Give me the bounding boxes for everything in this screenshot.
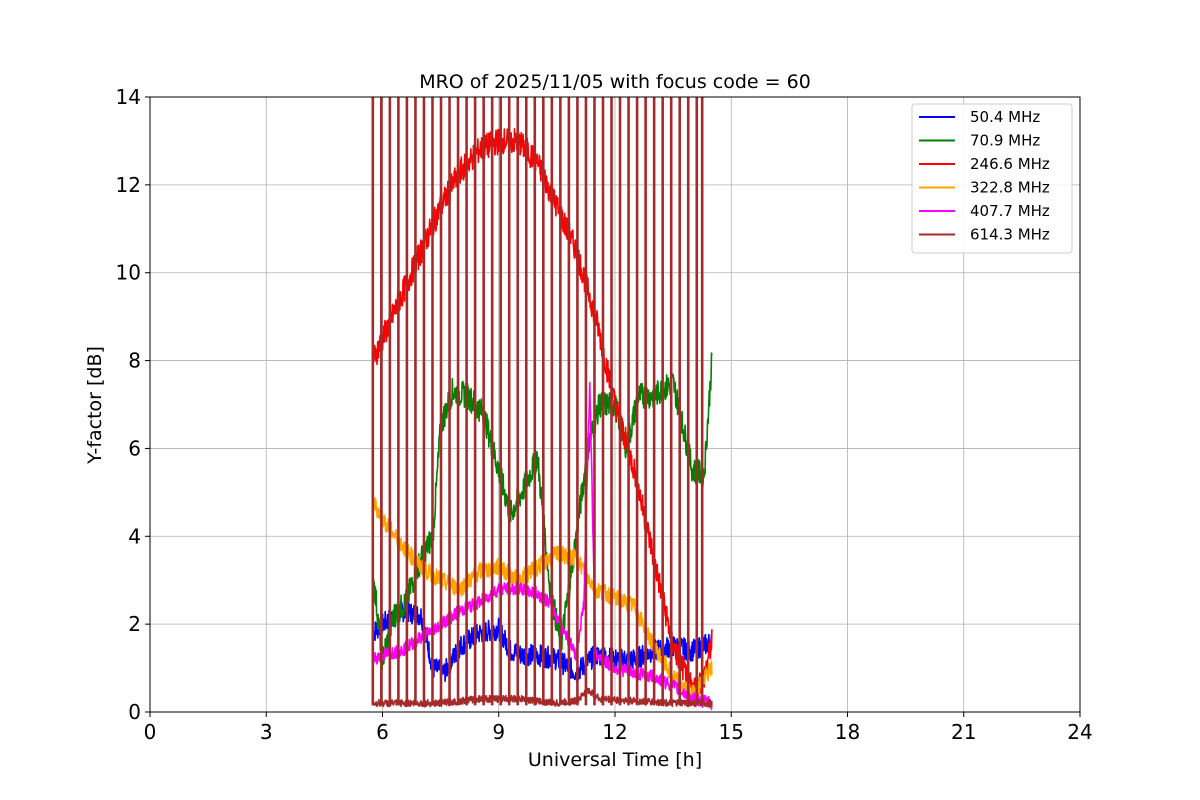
x-tick-label: 21 bbox=[951, 720, 976, 744]
series-layer bbox=[371, 97, 713, 711]
legend-label: 246.6 MHz bbox=[970, 155, 1050, 173]
y-tick-label: 8 bbox=[128, 349, 141, 373]
y-tick-label: 10 bbox=[116, 261, 141, 285]
legend-label: 407.7 MHz bbox=[970, 202, 1050, 220]
y-tick-label: 0 bbox=[128, 700, 141, 724]
x-tick-label: 18 bbox=[835, 720, 860, 744]
x-tick-label: 6 bbox=[376, 720, 389, 744]
legend-label: 70.9 MHz bbox=[970, 132, 1040, 150]
legend-label: 614.3 MHz bbox=[970, 226, 1050, 244]
y-axis-label: Y-factor [dB] bbox=[84, 346, 106, 465]
chart-title: MRO of 2025/11/05 with focus code = 60 bbox=[419, 71, 811, 93]
y-tick-label: 12 bbox=[116, 173, 141, 197]
legend-label: 50.4 MHz bbox=[970, 108, 1040, 126]
x-tick-label: 12 bbox=[602, 720, 627, 744]
x-tick-label: 3 bbox=[260, 720, 273, 744]
legend-label: 322.8 MHz bbox=[970, 179, 1050, 197]
legend: 50.4 MHz 70.9 MHz 246.6 MHz 322.8 MHz 407.7 … bbox=[911, 103, 1073, 254]
y-tick-label: 4 bbox=[128, 524, 141, 548]
x-tick-label: 24 bbox=[1067, 720, 1092, 744]
y-tick-label: 2 bbox=[128, 612, 141, 636]
x-tick-label: 15 bbox=[719, 720, 744, 744]
y-tick-label: 14 bbox=[116, 85, 141, 109]
y-tick-label: 6 bbox=[128, 436, 141, 460]
x-tick-label: 0 bbox=[144, 720, 157, 744]
x-axis-label: Universal Time [h] bbox=[528, 749, 702, 771]
x-tick-label: 9 bbox=[492, 720, 505, 744]
